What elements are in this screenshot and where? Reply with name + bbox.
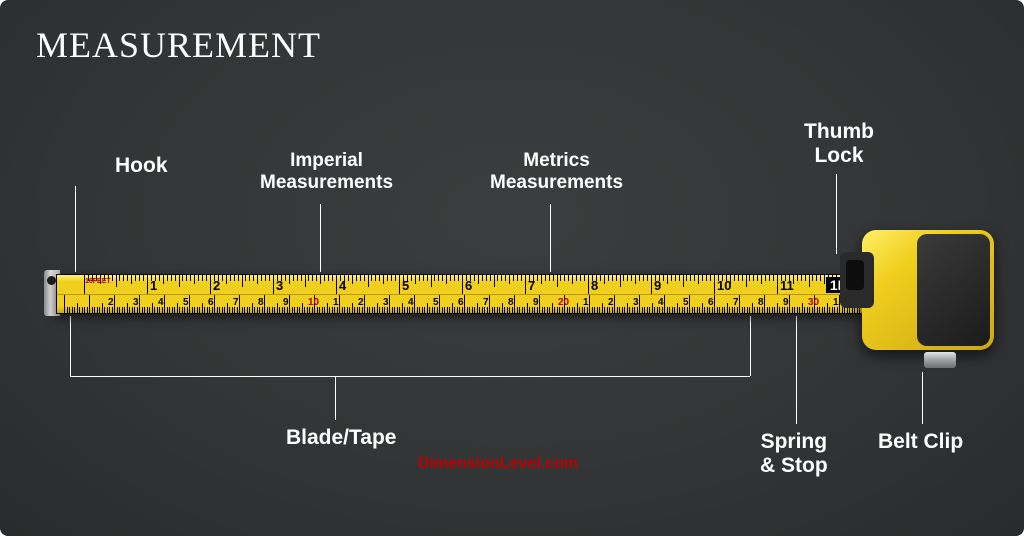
feet-label: 16FEET bbox=[85, 278, 111, 285]
label-thumb-lock: Thumb Lock bbox=[804, 120, 874, 168]
tape-case bbox=[862, 230, 994, 350]
imperial-ticks: 1234567891011 bbox=[57, 275, 867, 294]
thumb-lock bbox=[840, 252, 874, 308]
page-title: MEASUREMENT bbox=[36, 24, 321, 66]
label-belt-clip: Belt Clip bbox=[878, 430, 963, 454]
thumb-lock-button bbox=[846, 260, 864, 290]
credit-text: DimensionLevel.com bbox=[418, 455, 578, 473]
label-spring-stop: Spring & Stop bbox=[760, 430, 828, 478]
label-blade-tape: Blade/Tape bbox=[286, 426, 396, 450]
hook-hole bbox=[47, 276, 56, 285]
metric-ticks: 2345678910123456789201234567893012 bbox=[57, 294, 867, 313]
label-hook: Hook bbox=[115, 154, 168, 178]
label-metrics: Metrics Measurements bbox=[490, 150, 623, 194]
belt-clip bbox=[924, 352, 956, 368]
tape-grip bbox=[917, 234, 990, 346]
tape-blade: 1234567891011 23456789101234567892012345… bbox=[56, 274, 868, 314]
diagram-canvas: MEASUREMENT Hook Imperial Measurements M… bbox=[0, 0, 1024, 536]
label-imperial: Imperial Measurements bbox=[260, 150, 393, 194]
